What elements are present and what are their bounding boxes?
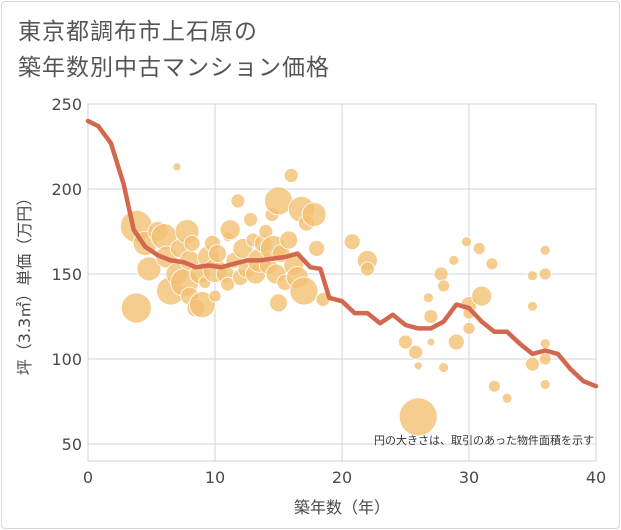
bubble-point bbox=[398, 334, 413, 350]
bubble-point bbox=[448, 254, 460, 266]
bubble-point bbox=[269, 293, 288, 313]
bubble-point bbox=[538, 352, 552, 366]
bubble-point bbox=[539, 338, 551, 350]
y-tick-label: 100 bbox=[51, 350, 82, 369]
bubble-point bbox=[343, 233, 361, 251]
y-tick-label: 250 bbox=[51, 95, 82, 114]
bubble-point bbox=[136, 256, 162, 282]
bubble-point bbox=[437, 279, 451, 293]
bubble-point bbox=[525, 356, 540, 372]
chart-title-line1: 東京都調布市上石原の bbox=[18, 19, 258, 45]
bubble-point bbox=[279, 230, 299, 250]
bubble-point bbox=[188, 291, 216, 319]
bubble-layer bbox=[119, 162, 552, 437]
bubble-point bbox=[527, 300, 538, 312]
bubble-point bbox=[426, 337, 436, 347]
x-tick-label: 30 bbox=[459, 468, 479, 487]
bubble-point bbox=[539, 379, 551, 390]
bubble-point bbox=[408, 344, 424, 360]
bubble-point bbox=[423, 309, 439, 324]
x-tick-label: 40 bbox=[586, 468, 606, 487]
trend-line-layer bbox=[85, 118, 599, 389]
bubble-point bbox=[433, 266, 449, 282]
bubble-point bbox=[438, 362, 450, 373]
tick-labels: 0 10 20 30 40 50 100 150 200 250 bbox=[51, 95, 606, 487]
bubble-point bbox=[230, 193, 246, 209]
bubble-point bbox=[208, 289, 222, 303]
bubble-point bbox=[308, 240, 326, 257]
x-tick-label: 10 bbox=[205, 468, 225, 487]
bubble-point bbox=[527, 270, 538, 282]
bubble-point bbox=[422, 292, 434, 304]
bubble-point bbox=[487, 379, 501, 393]
y-tick-label: 50 bbox=[62, 435, 82, 454]
x-tick-label: 20 bbox=[332, 468, 352, 487]
bubble-point bbox=[120, 292, 152, 324]
y-axis-label: 坪（3.3㎡）単価（万円） bbox=[15, 190, 34, 375]
x-tick-label: 0 bbox=[83, 468, 93, 487]
bubble-point bbox=[283, 167, 299, 183]
chart-note: 円の大きさは、取引のあった物件面積を示す bbox=[374, 433, 594, 447]
bubble-point bbox=[220, 276, 236, 292]
bubble-point bbox=[398, 397, 438, 437]
y-tick-label: 150 bbox=[51, 265, 82, 284]
bubble-point bbox=[219, 219, 241, 241]
bubble-point bbox=[501, 392, 513, 404]
bubble-point bbox=[301, 202, 327, 227]
bubble-point bbox=[183, 234, 201, 252]
bubble-point bbox=[539, 244, 551, 256]
bubble-point bbox=[243, 212, 259, 228]
grid-lines bbox=[87, 103, 597, 462]
bubble-point bbox=[359, 261, 375, 277]
bubble-point bbox=[538, 267, 552, 281]
bubble-point bbox=[172, 162, 182, 172]
y-tick-label: 200 bbox=[51, 180, 82, 199]
x-axis-label: 築年数（年） bbox=[294, 498, 390, 517]
bubble-point bbox=[472, 242, 486, 255]
bubble-point bbox=[447, 333, 465, 351]
chart-title-line2: 築年数別中古マンション価格 bbox=[18, 55, 330, 81]
average-price-line bbox=[85, 118, 599, 389]
bubble-point bbox=[461, 236, 472, 248]
chart-title: 東京都調布市上石原の 築年数別中古マンション価格 bbox=[18, 14, 330, 86]
bubble-point bbox=[462, 321, 476, 335]
bubble-point bbox=[208, 244, 227, 264]
bubble-point bbox=[413, 361, 423, 371]
bubble-point bbox=[485, 257, 499, 271]
bubble-point bbox=[471, 285, 493, 307]
bubble-point bbox=[289, 276, 319, 306]
